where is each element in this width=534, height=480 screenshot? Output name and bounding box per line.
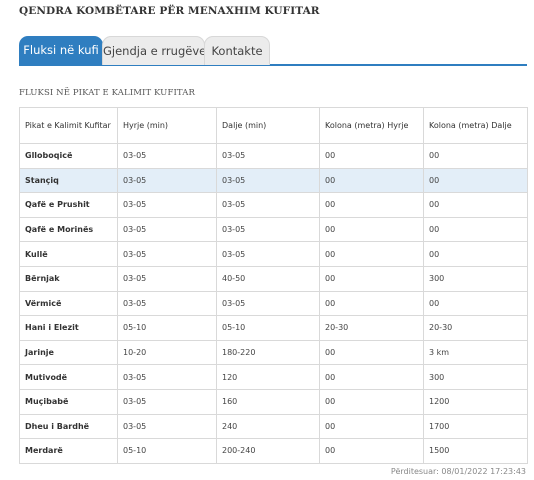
table-cell: 03-05 bbox=[117, 192, 217, 218]
table-row: Gllobоqicë 03-05 03-05 00 00 bbox=[19, 143, 528, 169]
table-cell: 03-05 bbox=[117, 167, 217, 194]
table-row: Stançiq 03-05 03-05 00 00 bbox=[19, 167, 528, 194]
table-cell: 03-05 bbox=[117, 388, 217, 415]
table-cell: 3 km bbox=[423, 339, 528, 366]
border-flux-table: Pikat e Kalimit Kufitar Hyrje (min) Dalj… bbox=[19, 107, 528, 464]
table-row: Bërnjak 03-05 40-50 00 300 bbox=[19, 265, 528, 292]
table-cell: 00 bbox=[319, 339, 424, 366]
column-header-crossing-point: Pikat e Kalimit Kufitar bbox=[19, 107, 118, 144]
table-cell: 03-05 bbox=[216, 216, 320, 243]
table-cell: 00 bbox=[319, 167, 424, 194]
tab-kontakte[interactable]: Kontakte bbox=[204, 36, 270, 65]
table-cell: 00 bbox=[423, 241, 528, 267]
table-cell: 03-05 bbox=[117, 241, 217, 267]
crossing-point-name: Hani i Elezit bbox=[19, 315, 118, 341]
table-cell: 00 bbox=[319, 364, 424, 390]
table-cell: 1200 bbox=[423, 388, 528, 415]
table-cell: 03-05 bbox=[117, 290, 217, 317]
column-header-entry-min: Hyrje (min) bbox=[117, 107, 217, 144]
crossing-point-name: Vërmicë bbox=[19, 290, 118, 317]
table-cell: 03-05 bbox=[216, 167, 320, 194]
crossing-point-name: Muçibabë bbox=[19, 388, 118, 415]
table-cell: 120 bbox=[216, 364, 320, 390]
crossing-point-name: Qafë e Prushit bbox=[19, 192, 118, 218]
table-cell: 180-220 bbox=[216, 339, 320, 366]
table-cell: 300 bbox=[423, 364, 528, 390]
table-row: Kullë 03-05 03-05 00 00 bbox=[19, 241, 528, 267]
column-header-queue-entry: Kolona (metra) Hyrje bbox=[319, 107, 424, 144]
tab-bar: Fluksi në kufi Gjendja e rrugëve Kontakt… bbox=[19, 36, 527, 66]
table-row: Muçibabë 03-05 160 00 1200 bbox=[19, 388, 528, 415]
table-cell: 00 bbox=[319, 388, 424, 415]
table-row: Mutivodë 03-05 120 00 300 bbox=[19, 364, 528, 390]
table-cell: 03-05 bbox=[117, 216, 217, 243]
table-cell: 240 bbox=[216, 413, 320, 440]
table-cell: 03-05 bbox=[117, 413, 217, 440]
crossing-point-name: Dheu i Bardhë bbox=[19, 413, 118, 440]
table-cell: 40-50 bbox=[216, 265, 320, 292]
table-cell: 00 bbox=[319, 265, 424, 292]
table-cell: 160 bbox=[216, 388, 320, 415]
table-row: Dheu i Bardhë 03-05 240 00 1700 bbox=[19, 413, 528, 440]
table-cell: 20-30 bbox=[319, 315, 424, 341]
table-cell: 03-05 bbox=[117, 364, 217, 390]
table-cell: 200-240 bbox=[216, 438, 320, 464]
table-cell: 05-10 bbox=[117, 315, 217, 341]
table-cell: 300 bbox=[423, 265, 528, 292]
table-cell: 00 bbox=[423, 216, 528, 243]
table-row: Qafë e Morinës 03-05 03-05 00 00 bbox=[19, 216, 528, 243]
table-cell: 20-30 bbox=[423, 315, 528, 341]
table-cell: 1700 bbox=[423, 413, 528, 440]
table-cell: 03-05 bbox=[216, 241, 320, 267]
table-cell: 00 bbox=[319, 438, 424, 464]
crossing-point-name: Kullë bbox=[19, 241, 118, 267]
table-cell: 03-05 bbox=[216, 143, 320, 169]
table-cell: 10-20 bbox=[117, 339, 217, 366]
table-row: Qafë e Prushit 03-05 03-05 00 00 bbox=[19, 192, 528, 218]
crossing-point-name: Gllobоqicë bbox=[19, 143, 118, 169]
table-row: Merdarë 05-10 200-240 00 1500 bbox=[19, 438, 528, 464]
section-title: FLUKSI NË PIKAT E KALIMIT KUFITAR bbox=[19, 88, 195, 98]
last-updated-timestamp: Përditesuar: 08/01/2022 17:23:43 bbox=[390, 467, 526, 476]
crossing-point-name: Bërnjak bbox=[19, 265, 118, 292]
crossing-point-name: Mutivodë bbox=[19, 364, 118, 390]
page-title: QENDRA KOMBËTARE PËR MENAXHIM KUFITAR bbox=[19, 5, 320, 17]
tab-fluksi-ne-kufi[interactable]: Fluksi në kufi bbox=[19, 36, 103, 65]
crossing-point-name: Qafë e Morinës bbox=[19, 216, 118, 243]
table-cell: 03-05 bbox=[117, 143, 217, 169]
table-row: Jarinje 10-20 180-220 00 3 km bbox=[19, 339, 528, 366]
table-cell: 00 bbox=[319, 413, 424, 440]
table-cell: 00 bbox=[319, 143, 424, 169]
table-cell: 05-10 bbox=[117, 438, 217, 464]
table-cell: 00 bbox=[423, 290, 528, 317]
table-cell: 00 bbox=[319, 192, 424, 218]
tab-gjendja-e-rrugeve[interactable]: Gjendja e rrugëve bbox=[102, 36, 206, 65]
table-cell: 00 bbox=[423, 192, 528, 218]
table-cell: 03-05 bbox=[216, 290, 320, 317]
table-cell: 1500 bbox=[423, 438, 528, 464]
crossing-point-name: Stançiq bbox=[19, 167, 118, 194]
table-cell: 03-05 bbox=[117, 265, 217, 292]
table-header-row: Pikat e Kalimit Kufitar Hyrje (min) Dalj… bbox=[19, 107, 528, 144]
crossing-point-name: Merdarë bbox=[19, 438, 118, 464]
table-cell: 00 bbox=[319, 290, 424, 317]
column-header-exit-min: Dalje (min) bbox=[216, 107, 320, 144]
column-header-queue-exit: Kolona (metra) Dalje bbox=[423, 107, 528, 144]
crossing-point-name: Jarinje bbox=[19, 339, 118, 366]
table-cell: 00 bbox=[319, 216, 424, 243]
table-cell: 03-05 bbox=[216, 192, 320, 218]
table-row: Vërmicë 03-05 03-05 00 00 bbox=[19, 290, 528, 317]
table-cell: 00 bbox=[319, 241, 424, 267]
table-row: Hani i Elezit 05-10 05-10 20-30 20-30 bbox=[19, 315, 528, 341]
table-cell: 00 bbox=[423, 143, 528, 169]
table-cell: 05-10 bbox=[216, 315, 320, 341]
table-cell: 00 bbox=[423, 167, 528, 194]
